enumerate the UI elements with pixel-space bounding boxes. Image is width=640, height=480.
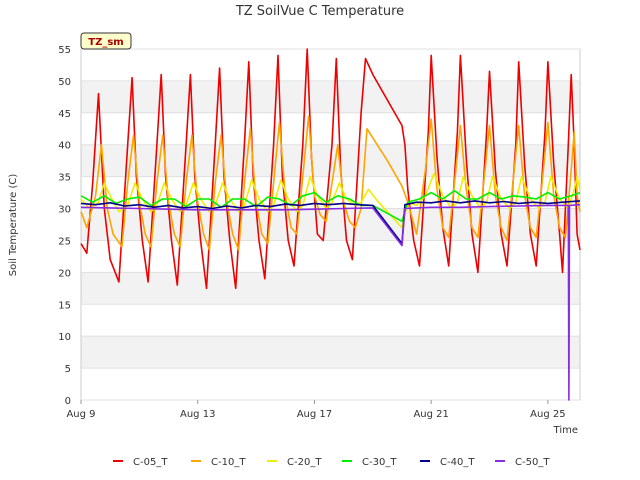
y-axis-title: Soil Temperature (C) <box>8 174 19 277</box>
grid-band <box>81 49 580 81</box>
y-tick-label: 35 <box>58 173 71 184</box>
plot-background <box>81 49 580 400</box>
y-tick-label: 50 <box>58 77 71 88</box>
x-tick-label: Aug 21 <box>413 409 448 420</box>
series-line-c-50-t <box>80 203 581 401</box>
y-tick-label: 20 <box>58 268 71 279</box>
legend-item: C-05_T <box>113 457 168 468</box>
grid-band <box>81 336 580 369</box>
series-line-c-40-t <box>80 200 581 245</box>
y-tick-label: 30 <box>58 205 71 216</box>
y-tick-label: 25 <box>58 236 71 247</box>
y-tick-label: 45 <box>58 109 71 120</box>
chart-title: TZ SoilVue C Temperature <box>235 4 404 19</box>
legend: C-05_T C-10_T C-20_T C-30_T C-40_T C-50_T <box>113 457 550 468</box>
series-layer <box>80 48 581 401</box>
y-tick-label: 0 <box>65 396 71 407</box>
x-tick-label: Aug 9 <box>66 409 95 420</box>
legend-label: C-40_T <box>440 457 475 468</box>
x-tick-label: Aug 25 <box>530 409 565 420</box>
grid-band <box>81 240 580 273</box>
x-tick-label: Aug 17 <box>297 409 332 420</box>
grid-band <box>81 80 580 113</box>
y-tick-label: 5 <box>65 364 71 375</box>
legend-label: C-50_T <box>515 457 550 468</box>
x-axis-title: Time <box>553 425 578 436</box>
y-tick-label: 40 <box>58 141 71 152</box>
legend-item: C-20_T <box>267 457 322 468</box>
grid-band <box>81 208 580 241</box>
legend-label: C-30_T <box>362 457 397 468</box>
tz-sm-badge: TZ_sm <box>80 32 132 50</box>
legend-item: C-10_T <box>191 457 246 468</box>
legend-item: C-40_T <box>420 457 475 468</box>
series-line-c-10-t <box>80 115 581 251</box>
grid-band <box>81 272 580 305</box>
badge-box <box>80 32 132 50</box>
x-axis: Aug 9 Aug 13 Aug 17 Aug 21 Aug 25 <box>66 400 566 420</box>
x-tick-label: Aug 13 <box>180 409 215 420</box>
y-tick-label: 10 <box>58 332 71 343</box>
y-tick-label: 55 <box>58 45 71 56</box>
y-tick-label: 15 <box>58 300 71 311</box>
grid-band <box>81 368 580 400</box>
legend-label: C-10_T <box>211 457 246 468</box>
legend-item: C-30_T <box>342 457 397 468</box>
legend-label: C-05_T <box>133 457 168 468</box>
legend-item: C-50_T <box>495 457 550 468</box>
badge-label: TZ_sm <box>88 37 123 48</box>
legend-label: C-20_T <box>287 457 322 468</box>
grid-band <box>81 112 580 145</box>
grid-band <box>81 304 580 337</box>
series-line-c-30-t <box>80 189 581 223</box>
